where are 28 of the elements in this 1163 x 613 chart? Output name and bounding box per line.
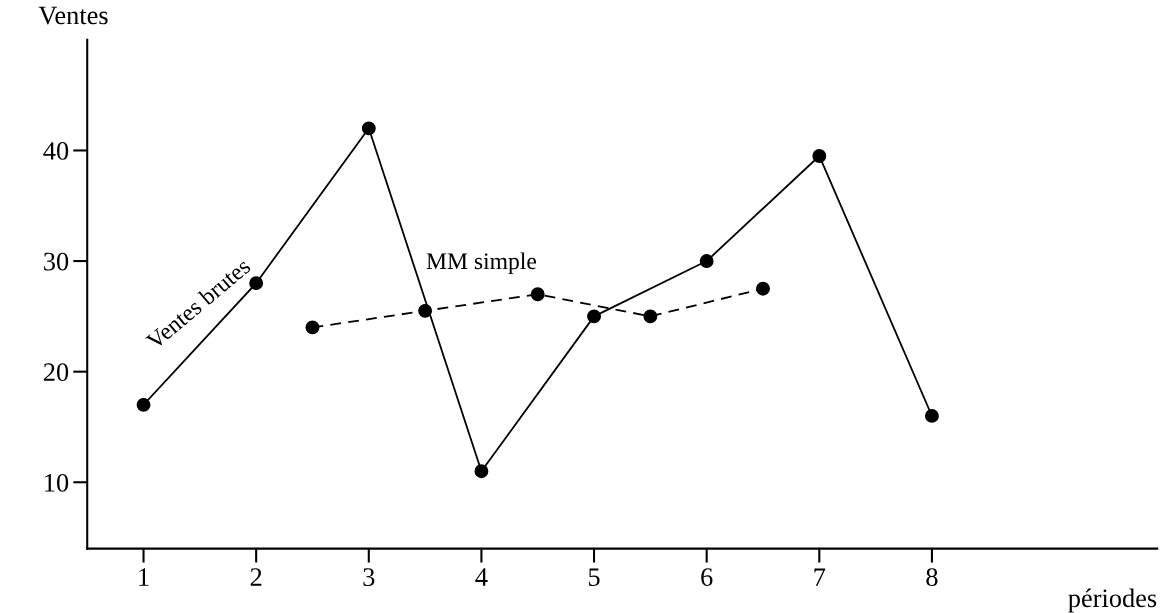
x-tick-label: 1 (139, 568, 149, 586)
y-tick-label: 40 (43, 142, 69, 160)
point (418, 303, 433, 318)
x-tick-label: 8 (926, 568, 938, 586)
x-axis-title: périodes (1068, 588, 1157, 613)
x-tick-label: 2 (250, 568, 262, 586)
y-tick-label: 10 (45, 473, 69, 492)
point (136, 397, 151, 412)
x-tick-label: 7 (814, 568, 826, 586)
y-axis-title: Ventes (38, 6, 108, 25)
point (812, 149, 827, 163)
point (699, 254, 714, 269)
series-label: MM simple (426, 252, 537, 274)
point (361, 121, 376, 136)
point (474, 464, 489, 479)
point (249, 276, 264, 291)
point (587, 309, 601, 324)
y-tick-label: 20 (43, 363, 69, 382)
y-tick-label: 30 (44, 252, 69, 271)
x-tick-label: 4 (475, 568, 488, 586)
point (924, 408, 939, 423)
point (643, 309, 658, 324)
point (305, 320, 320, 335)
x-tick-label: 3 (363, 568, 375, 586)
point (530, 287, 545, 302)
x-tick-label: 5 (588, 568, 600, 586)
point (756, 281, 770, 296)
x-tick-label: 6 (701, 568, 713, 586)
